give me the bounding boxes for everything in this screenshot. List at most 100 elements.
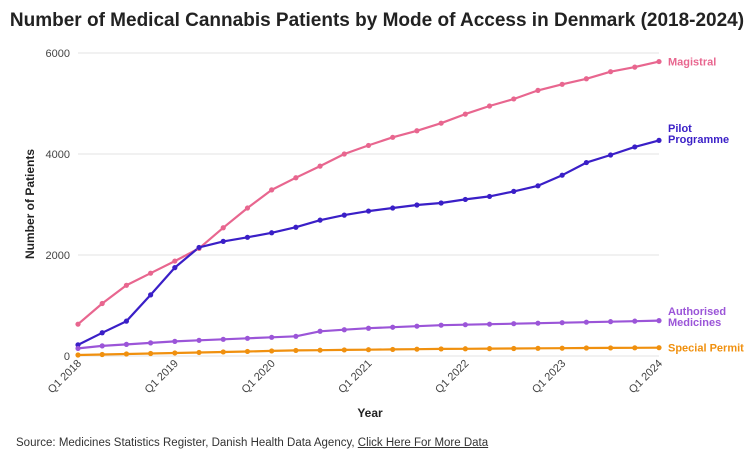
data-point	[656, 345, 662, 351]
data-point	[75, 321, 81, 327]
data-point	[123, 318, 130, 324]
data-point	[172, 350, 178, 356]
data-point	[172, 258, 178, 264]
data-point	[365, 325, 372, 331]
data-point	[317, 328, 323, 334]
data-point	[365, 208, 372, 214]
series-lines	[77, 60, 660, 357]
data-point	[486, 103, 493, 109]
series-line	[77, 139, 660, 346]
data-point	[293, 224, 299, 230]
data-point	[486, 346, 493, 352]
data-point	[583, 76, 589, 82]
data-point	[656, 137, 662, 143]
data-point	[99, 351, 105, 358]
data-point	[656, 318, 662, 324]
data-point	[462, 196, 468, 203]
data-point	[607, 152, 614, 158]
data-point	[365, 142, 372, 149]
y-axis-ticks: 0 2000 4000 6000	[46, 48, 70, 363]
data-point	[365, 347, 372, 353]
x-tick-label: Q1 2023	[530, 358, 568, 396]
data-point	[632, 64, 638, 70]
data-point	[317, 217, 323, 223]
data-point	[99, 330, 105, 336]
series-label: Programme	[668, 134, 729, 146]
x-tick-label: Q1 2018	[46, 358, 84, 396]
data-point	[583, 345, 589, 351]
data-point	[511, 345, 517, 352]
data-point	[172, 265, 178, 271]
series-line	[77, 319, 660, 350]
y-tick-label: 0	[64, 351, 70, 363]
data-point	[632, 345, 638, 351]
data-point	[317, 163, 323, 169]
x-tick-label: Q1 2019	[143, 358, 181, 396]
data-point	[244, 205, 251, 211]
data-point	[462, 322, 468, 328]
data-point	[462, 111, 468, 117]
data-point	[486, 321, 493, 327]
series-label: Magistral	[668, 57, 716, 69]
data-point	[414, 323, 420, 329]
data-point	[583, 319, 589, 325]
data-point	[220, 336, 226, 342]
x-tick-label: Q1 2021	[336, 358, 374, 396]
data-point	[559, 81, 565, 87]
data-point	[414, 128, 420, 134]
data-point	[559, 172, 565, 178]
data-point	[535, 87, 541, 93]
data-point	[341, 151, 347, 157]
data-point	[535, 183, 541, 189]
y-tick-label: 2000	[46, 250, 70, 262]
data-point	[414, 346, 420, 352]
data-point	[75, 352, 81, 358]
data-point	[390, 346, 396, 353]
data-point	[656, 58, 662, 65]
data-point	[486, 193, 493, 200]
data-point	[269, 348, 275, 354]
data-point	[390, 205, 396, 211]
data-point	[607, 345, 614, 351]
data-point	[559, 320, 565, 326]
data-point	[123, 351, 130, 357]
data-point	[293, 175, 299, 181]
data-point	[438, 322, 444, 328]
source-note: Source: Medicines Statistics Register, D…	[16, 437, 488, 449]
data-point	[269, 187, 275, 193]
more-data-link[interactable]: Click Here For More Data	[357, 437, 489, 449]
x-tick-label: Q1 2020	[239, 358, 277, 396]
data-point	[196, 349, 202, 356]
data-point	[244, 348, 251, 355]
data-point	[535, 345, 541, 351]
data-point	[438, 200, 444, 206]
data-point	[269, 230, 275, 236]
data-point	[511, 188, 517, 194]
data-point	[123, 282, 130, 288]
data-point	[511, 321, 517, 327]
data-point	[148, 350, 154, 357]
y-tick-label: 4000	[46, 149, 70, 161]
data-point	[99, 300, 105, 307]
chart-title: Number of Medical Cannabis Patients by M…	[9, 10, 745, 31]
data-point	[583, 159, 589, 166]
x-tick-label: Q1 2024	[627, 358, 665, 396]
data-point	[220, 238, 226, 244]
data-point	[244, 335, 251, 341]
data-point	[559, 345, 565, 351]
data-point	[632, 318, 638, 324]
x-axis-ticks: Q1 2018 Q1 2019 Q1 2020 Q1 2021 Q1 2022 Q1 20…	[46, 358, 665, 396]
data-point	[99, 343, 105, 349]
series-label: Special Permit	[668, 343, 744, 355]
data-point	[341, 347, 347, 353]
data-point	[196, 244, 202, 251]
data-point	[535, 320, 541, 326]
data-point	[196, 337, 202, 343]
y-tick-label: 6000	[46, 48, 70, 60]
series-label: Authorised	[668, 306, 726, 318]
source-text: Source: Medicines Statistics Register, D…	[16, 437, 358, 449]
series-line	[77, 60, 660, 326]
data-point	[293, 333, 299, 339]
data-point	[341, 212, 347, 218]
